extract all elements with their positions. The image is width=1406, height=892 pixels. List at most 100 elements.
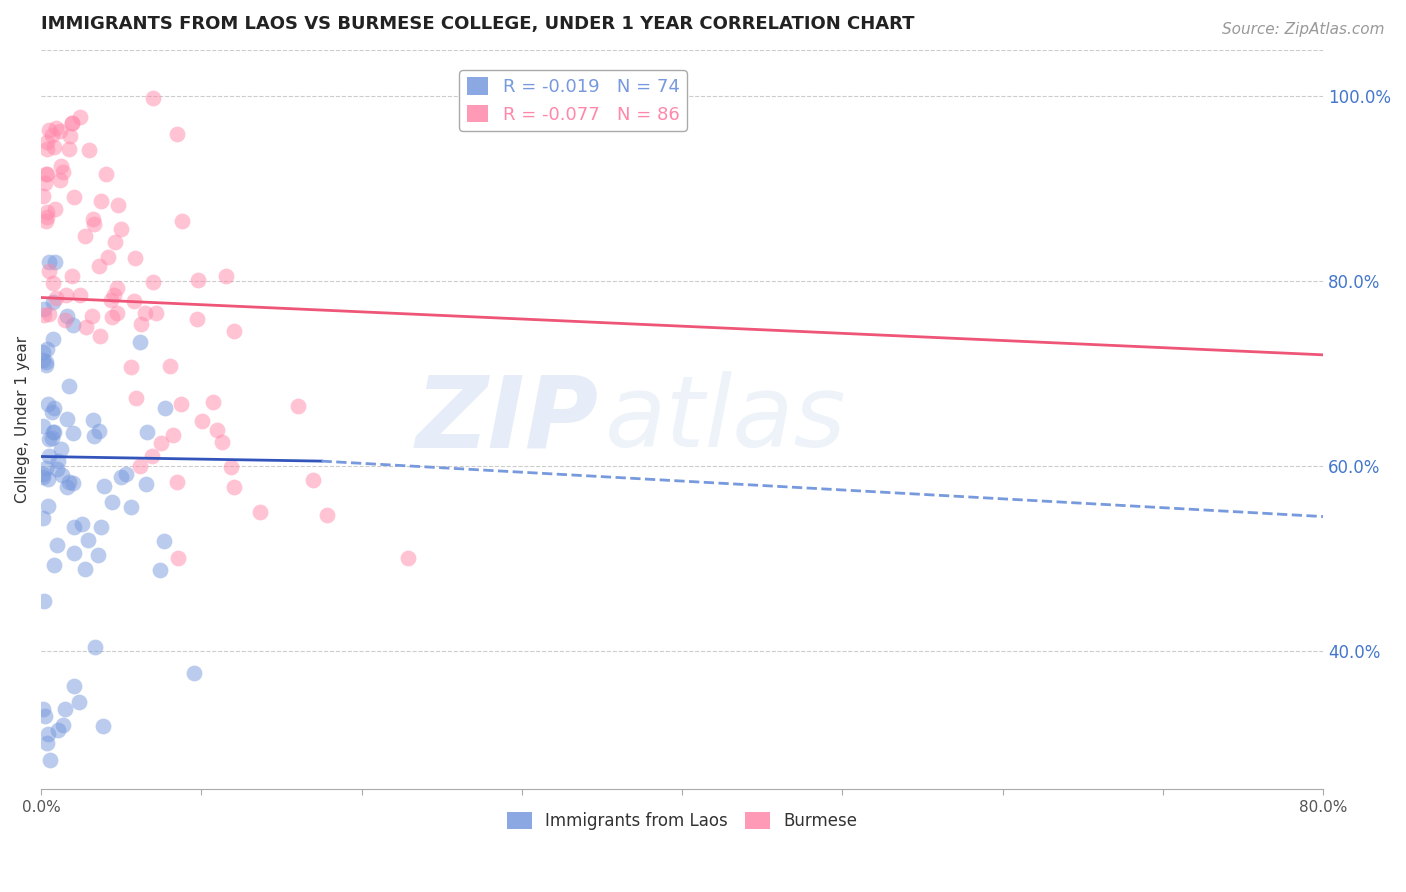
Point <box>153 401 176 416</box>
Point <box>84 640 107 655</box>
Point <box>31 189 53 203</box>
Point <box>90 520 112 534</box>
Point <box>73 562 96 576</box>
Point <box>166 127 188 141</box>
Point <box>153 534 176 549</box>
Point <box>120 360 142 375</box>
Point <box>136 425 159 439</box>
Point <box>37 167 59 181</box>
Point <box>44 558 66 572</box>
Point <box>89 329 111 343</box>
Point <box>77 144 100 158</box>
Point <box>302 473 325 487</box>
Point <box>170 397 193 411</box>
Text: Source: ZipAtlas.com: Source: ZipAtlas.com <box>1222 22 1385 37</box>
Point <box>159 359 181 373</box>
Point <box>51 467 73 482</box>
Point <box>202 394 225 409</box>
Point <box>49 159 72 173</box>
Point <box>315 508 337 523</box>
Point <box>37 727 59 741</box>
Point <box>31 702 53 716</box>
Point <box>62 475 84 490</box>
Point <box>31 470 53 484</box>
Point <box>97 250 120 264</box>
Point <box>37 500 59 514</box>
Point <box>55 412 77 426</box>
Point <box>41 128 63 143</box>
Point <box>104 235 127 250</box>
Point <box>62 546 84 560</box>
Point <box>170 214 193 228</box>
Point <box>91 719 114 733</box>
Point <box>142 275 165 289</box>
Point <box>205 423 228 437</box>
Point <box>129 335 152 350</box>
Point <box>80 310 103 324</box>
Point <box>114 467 136 481</box>
Point <box>215 269 238 284</box>
Point <box>63 190 86 204</box>
Point <box>110 470 132 484</box>
Point <box>35 461 58 475</box>
Point <box>38 255 60 269</box>
Point <box>31 419 53 434</box>
Point <box>52 165 75 179</box>
Point <box>105 281 128 295</box>
Legend: Immigrants from Laos, Burmese: Immigrants from Laos, Burmese <box>501 805 863 837</box>
Point <box>38 449 60 463</box>
Point <box>94 167 117 181</box>
Point <box>62 425 84 440</box>
Point <box>396 551 419 566</box>
Point <box>120 500 142 515</box>
Point <box>35 736 58 750</box>
Point <box>100 293 122 307</box>
Point <box>38 432 60 446</box>
Point <box>41 431 63 445</box>
Text: atlas: atlas <box>605 371 846 468</box>
Point <box>38 123 60 137</box>
Point <box>73 228 96 243</box>
Point <box>35 214 58 228</box>
Point <box>90 194 112 209</box>
Point <box>32 467 55 481</box>
Point <box>35 142 58 156</box>
Point <box>46 462 69 476</box>
Point <box>69 111 91 125</box>
Point <box>37 135 59 149</box>
Point <box>141 449 163 463</box>
Point <box>62 318 84 333</box>
Point <box>38 307 60 321</box>
Point <box>32 302 55 317</box>
Point <box>89 260 111 274</box>
Point <box>35 167 58 181</box>
Point <box>222 480 245 494</box>
Point <box>34 709 56 723</box>
Point <box>187 272 209 286</box>
Point <box>101 310 124 324</box>
Point <box>42 139 65 153</box>
Point <box>49 442 72 456</box>
Point <box>49 124 72 138</box>
Point <box>76 533 98 548</box>
Point <box>45 538 67 552</box>
Point <box>58 379 80 393</box>
Point <box>32 309 55 323</box>
Point <box>60 269 83 284</box>
Point <box>46 723 69 737</box>
Point <box>83 217 105 231</box>
Point <box>44 202 66 216</box>
Point <box>48 453 70 467</box>
Point <box>37 397 59 411</box>
Text: ZIP: ZIP <box>416 371 599 468</box>
Point <box>58 142 80 156</box>
Point <box>52 718 75 732</box>
Point <box>44 255 66 269</box>
Point <box>55 288 77 302</box>
Point <box>211 434 233 449</box>
Point <box>145 306 167 320</box>
Point <box>70 516 93 531</box>
Point <box>42 401 65 416</box>
Point <box>67 695 90 709</box>
Point <box>31 511 53 525</box>
